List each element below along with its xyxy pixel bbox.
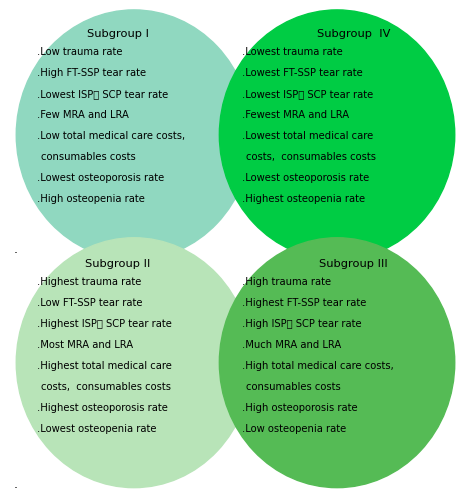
Text: .High total medical care costs,: .High total medical care costs, [243,361,394,371]
Circle shape [16,238,252,488]
Text: .Lowest ISP、 SCP tear rate: .Lowest ISP、 SCP tear rate [37,89,168,99]
Text: .Highest FT-SSP tear rate: .Highest FT-SSP tear rate [243,298,367,308]
Text: .Highest total medical care: .Highest total medical care [37,361,172,371]
Text: costs,  consumables costs: costs, consumables costs [41,382,171,392]
Text: .Highest trauma rate: .Highest trauma rate [37,277,141,287]
Text: .Highest osteopenia rate: .Highest osteopenia rate [243,194,365,204]
Text: consumables costs: consumables costs [41,152,136,162]
Text: .Lowest total medical care: .Lowest total medical care [243,131,374,141]
Text: .: . [14,242,18,256]
Text: .Lowest osteopenia rate: .Lowest osteopenia rate [37,424,156,434]
Text: costs,  consumables costs: costs, consumables costs [246,152,376,162]
Text: .Much MRA and LRA: .Much MRA and LRA [243,340,341,350]
Text: .Low total medical care costs,: .Low total medical care costs, [37,131,185,141]
Text: Subgroup III: Subgroup III [319,259,388,269]
Circle shape [219,10,455,260]
Text: .Highest ISP、 SCP tear rate: .Highest ISP、 SCP tear rate [37,319,172,329]
Text: .Lowest trauma rate: .Lowest trauma rate [243,46,343,56]
Text: .Lowest osteoporosis rate: .Lowest osteoporosis rate [243,173,370,183]
Text: .Highest osteoporosis rate: .Highest osteoporosis rate [37,404,168,413]
Text: .Few MRA and LRA: .Few MRA and LRA [37,110,129,120]
Text: .Lowest ISP、 SCP tear rate: .Lowest ISP、 SCP tear rate [243,89,374,99]
Text: Subgroup  IV: Subgroup IV [317,28,390,38]
Text: .High FT-SSP tear rate: .High FT-SSP tear rate [37,68,146,78]
Text: .Lowest osteoporosis rate: .Lowest osteoporosis rate [37,173,164,183]
Circle shape [219,238,455,488]
Text: .High ISP、 SCP tear rate: .High ISP、 SCP tear rate [243,319,362,329]
Text: consumables costs: consumables costs [246,382,341,392]
Text: .High trauma rate: .High trauma rate [243,277,332,287]
Text: .High osteopenia rate: .High osteopenia rate [37,194,145,204]
Text: .Fewest MRA and LRA: .Fewest MRA and LRA [243,110,349,120]
Text: .Low trauma rate: .Low trauma rate [37,46,122,56]
Text: .Low osteopenia rate: .Low osteopenia rate [243,424,347,434]
Circle shape [16,10,252,260]
Text: Subgroup II: Subgroup II [85,259,151,269]
Text: .Most MRA and LRA: .Most MRA and LRA [37,340,133,350]
Text: .High osteoporosis rate: .High osteoporosis rate [243,404,358,413]
Text: Subgroup I: Subgroup I [87,28,149,38]
Text: .Low FT-SSP tear rate: .Low FT-SSP tear rate [37,298,143,308]
Text: .: . [14,478,18,490]
Text: .Lowest FT-SSP tear rate: .Lowest FT-SSP tear rate [243,68,363,78]
